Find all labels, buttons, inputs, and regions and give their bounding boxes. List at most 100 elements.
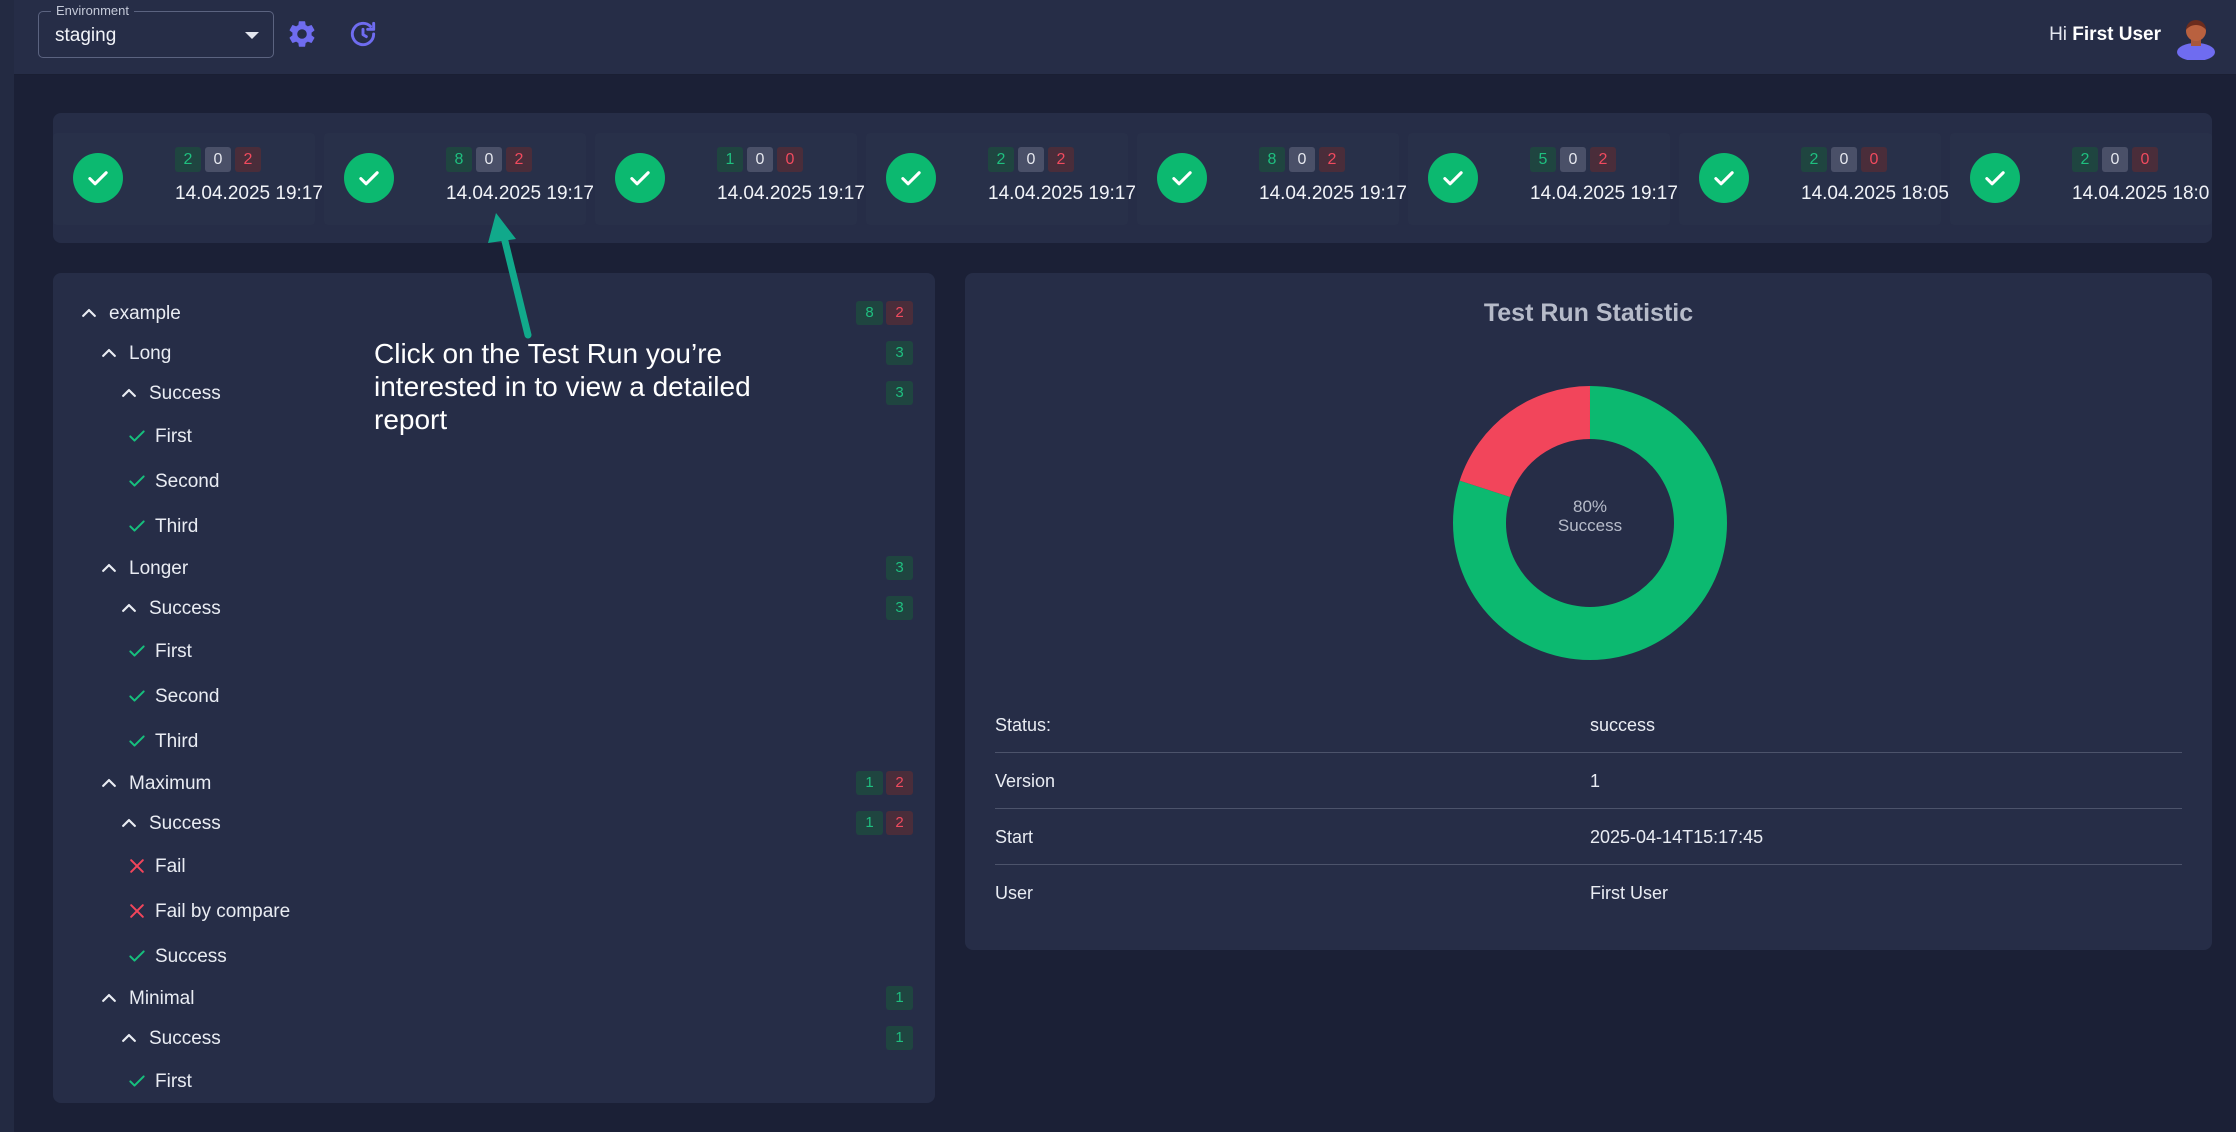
tree-test-node[interactable]: Fail by compare bbox=[53, 891, 935, 931]
run-date: 14.04.2025 19:17 bbox=[988, 183, 1136, 204]
check-circle-icon bbox=[615, 153, 665, 203]
tree-node-label: Minimal bbox=[129, 988, 195, 1009]
chevron-up-icon bbox=[99, 988, 119, 1008]
tree-test-node[interactable]: Second bbox=[53, 461, 935, 501]
gear-icon[interactable] bbox=[286, 18, 318, 50]
tree-group-node[interactable]: Minimal 1 bbox=[53, 978, 935, 1018]
tree-node-label: Second bbox=[155, 686, 220, 707]
check-circle-icon bbox=[1157, 153, 1207, 203]
chevron-up-icon bbox=[119, 598, 139, 618]
tree-test-node[interactable]: First bbox=[53, 1061, 935, 1101]
tree-node-label: Second bbox=[155, 471, 220, 492]
tree-node-label: Third bbox=[155, 516, 199, 537]
tree-node-label: Success bbox=[149, 598, 221, 619]
test-run-card[interactable]: 1 0 0 14.04.2025 19:17 bbox=[595, 133, 865, 225]
tree-node-label: Success bbox=[149, 813, 221, 834]
tree-group-node[interactable]: Maximum 1 2 bbox=[53, 763, 935, 803]
info-row: Status: success bbox=[995, 697, 2182, 753]
tree-test-node[interactable]: Third bbox=[53, 721, 935, 761]
tree-node-label: Long bbox=[129, 343, 172, 364]
test-runs-strip: 2 0 2 14.04.2025 19:17 8 0 2 14.04.2025 19:17 1 0… bbox=[53, 113, 2212, 243]
check-icon bbox=[127, 946, 147, 966]
environment-label: Environment bbox=[51, 3, 134, 19]
skipped-count-badge: 0 bbox=[747, 147, 773, 172]
test-run-card[interactable]: 2 0 2 14.04.2025 19:17 bbox=[53, 133, 323, 225]
passed-count-badge: 1 bbox=[717, 147, 743, 172]
tree-group-node[interactable]: Success 3 bbox=[53, 373, 935, 413]
tree-test-node[interactable]: First bbox=[53, 631, 935, 671]
run-date: 14.04.2025 19:17 bbox=[1259, 183, 1407, 204]
tree-node-badges: 3 bbox=[886, 596, 913, 620]
donut-center-label: 80% Success bbox=[1440, 497, 1740, 535]
skipped-count-badge: 0 bbox=[1831, 147, 1857, 172]
passed-count-badge: 2 bbox=[175, 147, 201, 172]
test-run-card[interactable]: 2 0 2 14.04.2025 19:17 bbox=[866, 133, 1136, 225]
passed-count-badge: 1 bbox=[856, 771, 883, 795]
failed-count-badge: 2 bbox=[886, 811, 913, 835]
passed-count-badge: 3 bbox=[886, 556, 913, 580]
skipped-count-badge: 0 bbox=[1289, 147, 1315, 172]
tree-node-label: First bbox=[155, 1071, 192, 1092]
success-donut-chart: 80% Success bbox=[1440, 373, 1740, 673]
close-icon bbox=[127, 856, 147, 876]
chevron-up-icon bbox=[79, 303, 99, 323]
caret-down-icon bbox=[245, 32, 259, 39]
test-run-card[interactable]: 2 0 0 14.04.2025 18:0 bbox=[1950, 133, 2212, 225]
tutorial-hint: Click on the Test Run you’re interested … bbox=[374, 338, 751, 435]
avatar[interactable] bbox=[2174, 16, 2218, 61]
left-edge-strip bbox=[0, 0, 14, 1132]
tree-group-node[interactable]: Success 1 bbox=[53, 1018, 935, 1058]
test-run-card[interactable]: 8 0 2 14.04.2025 19:17 bbox=[1137, 133, 1407, 225]
info-key: Start bbox=[995, 827, 1034, 847]
check-circle-icon bbox=[73, 153, 123, 203]
tree-test-node[interactable]: Success bbox=[53, 936, 935, 976]
user-greeting: Hi First User bbox=[2049, 24, 2161, 46]
check-icon bbox=[127, 471, 147, 491]
info-key: Version bbox=[995, 771, 1056, 791]
donut-fail-slice bbox=[1459, 386, 1590, 498]
failed-count-badge: 2 bbox=[506, 147, 532, 172]
chevron-up-icon bbox=[119, 813, 139, 833]
tree-group-node[interactable]: Long 3 bbox=[53, 333, 935, 373]
passed-count-badge: 3 bbox=[886, 341, 913, 365]
skipped-count-badge: 0 bbox=[205, 147, 231, 172]
tree-test-node[interactable]: Second bbox=[53, 676, 935, 716]
chevron-up-icon bbox=[119, 383, 139, 403]
tree-group-node[interactable]: Success 3 bbox=[53, 588, 935, 628]
tree-group-node[interactable]: example 8 2 bbox=[53, 293, 935, 333]
run-date: 14.04.2025 18:05 bbox=[1801, 183, 1949, 204]
environment-select[interactable]: Environment staging bbox=[38, 3, 274, 58]
check-circle-icon bbox=[1699, 153, 1749, 203]
check-icon bbox=[127, 686, 147, 706]
check-icon bbox=[127, 731, 147, 751]
test-run-card[interactable]: 8 0 2 14.04.2025 19:17 bbox=[324, 133, 594, 225]
test-run-card[interactable]: 2 0 0 14.04.2025 18:05 bbox=[1679, 133, 1949, 225]
tree-node-label: Maximum bbox=[129, 773, 212, 794]
tree-test-node[interactable]: Third bbox=[53, 506, 935, 546]
tree-test-node[interactable]: First bbox=[53, 416, 935, 456]
tree-test-node[interactable]: Fail bbox=[53, 846, 935, 886]
tree-node-badges: 3 bbox=[886, 381, 913, 405]
refresh-icon[interactable] bbox=[347, 18, 379, 50]
check-icon bbox=[127, 516, 147, 536]
check-circle-icon bbox=[1970, 153, 2020, 203]
chevron-up-icon bbox=[119, 1028, 139, 1048]
tree-node-badges: 3 bbox=[886, 341, 913, 365]
tree-group-node[interactable]: Success 1 2 bbox=[53, 803, 935, 843]
environment-value: staging bbox=[55, 25, 117, 46]
test-run-statistic-panel: Test Run Statistic 80% Success Status: su… bbox=[965, 273, 2212, 950]
tree-node-badges: 1 bbox=[886, 986, 913, 1010]
tree-group-node[interactable]: Longer 3 bbox=[53, 548, 935, 588]
top-header: Environment staging Hi First User bbox=[14, 0, 2236, 75]
test-run-card[interactable]: 5 0 2 14.04.2025 19:17 bbox=[1408, 133, 1678, 225]
chevron-up-icon bbox=[99, 343, 119, 363]
skipped-count-badge: 0 bbox=[2102, 147, 2128, 172]
check-icon bbox=[127, 426, 147, 446]
